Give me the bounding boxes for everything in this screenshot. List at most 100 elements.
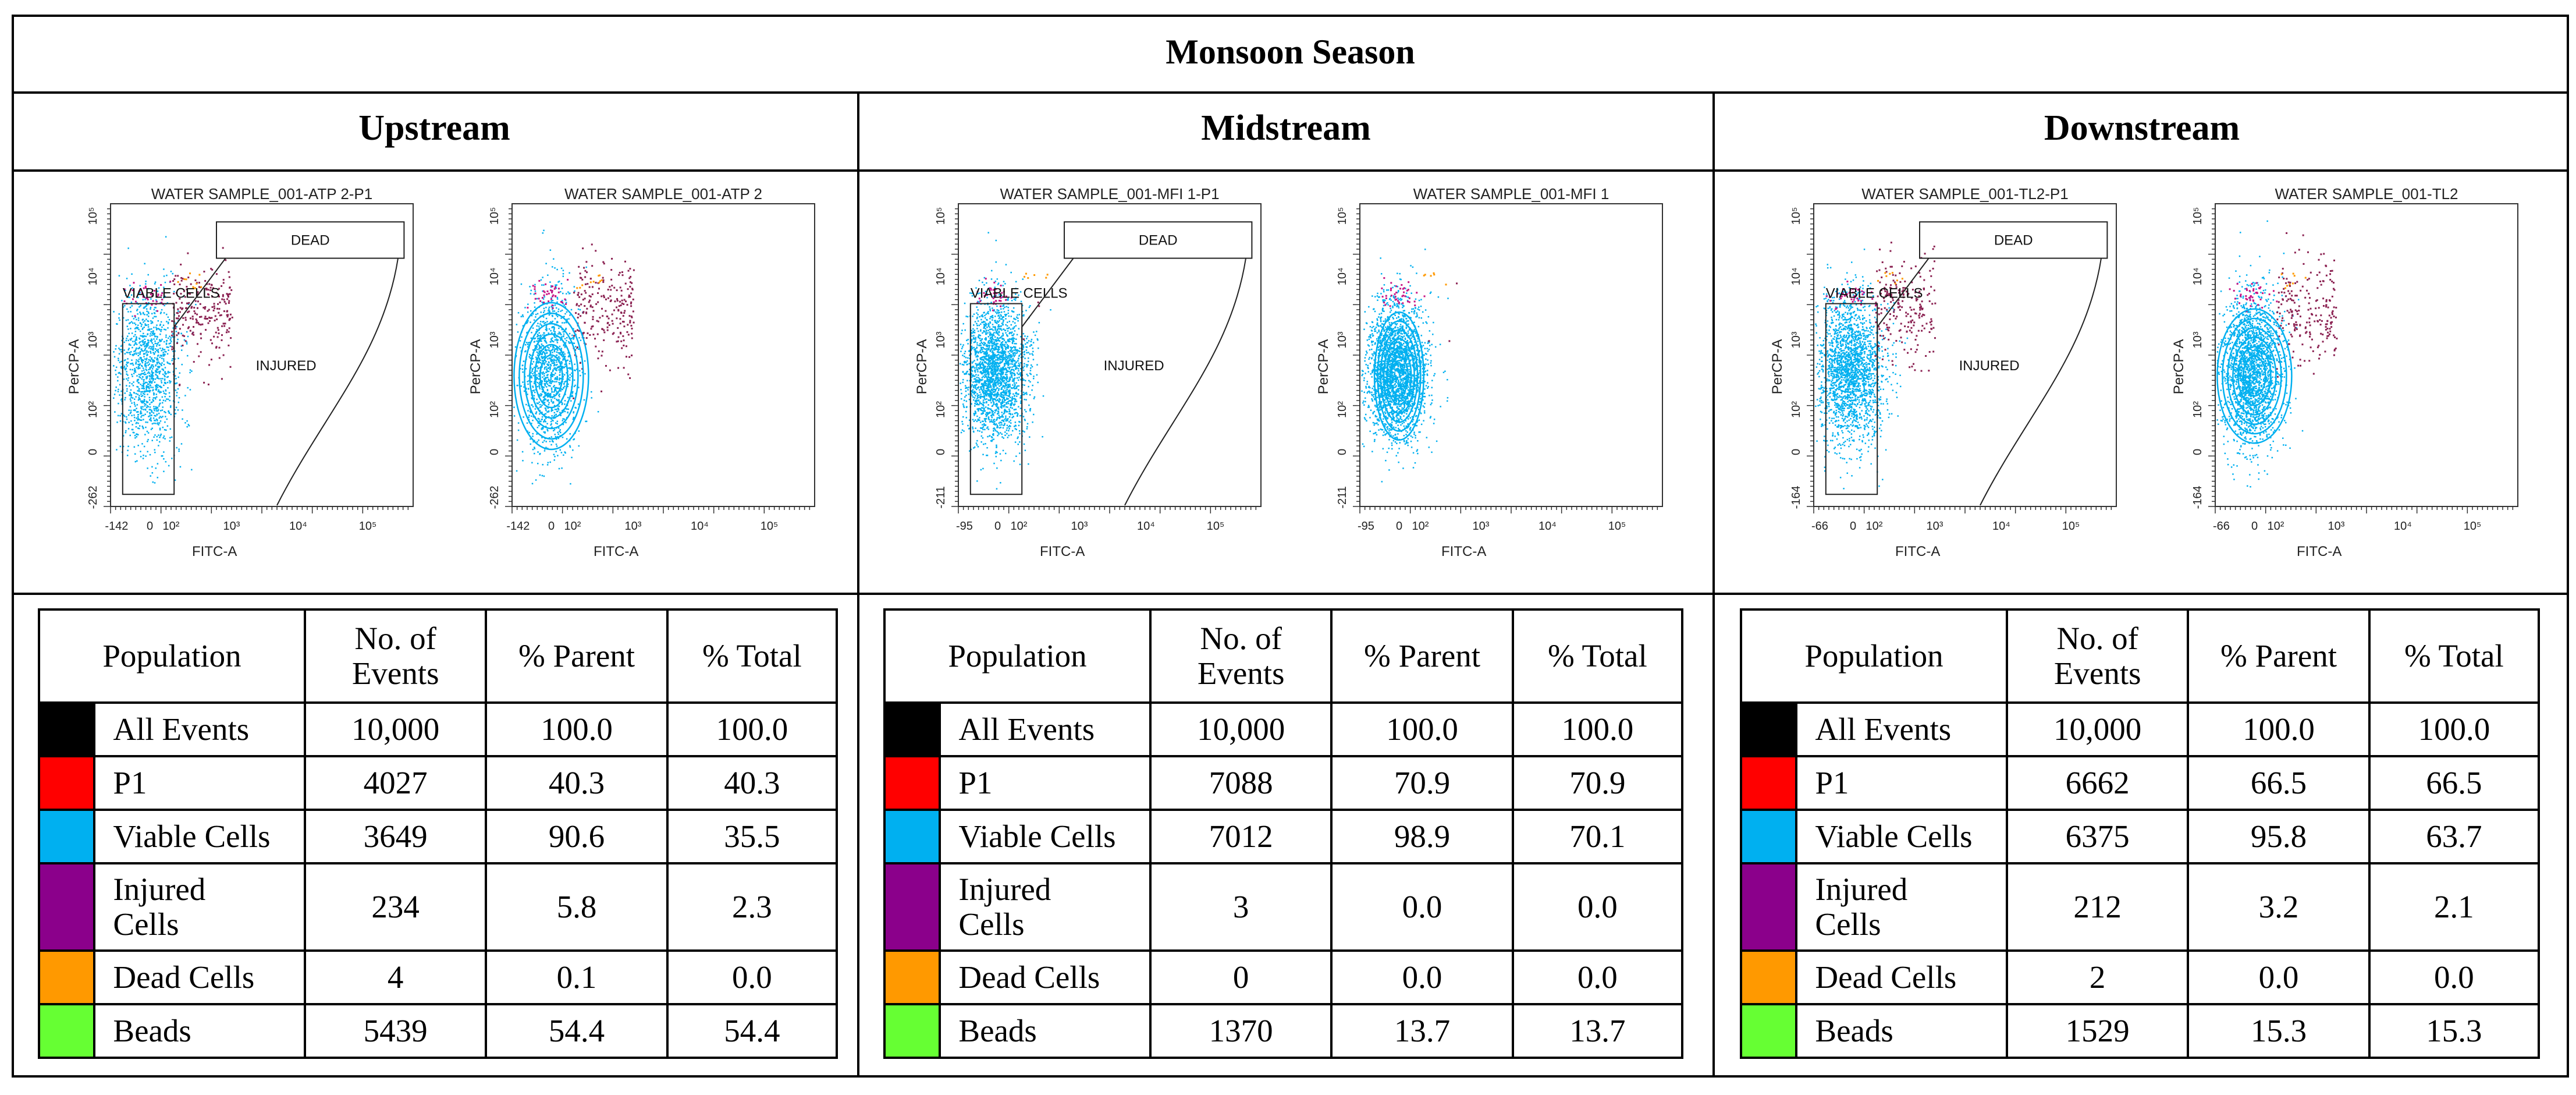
parent-cell: 0.1 <box>485 949 669 1005</box>
total-cell: 40.3 <box>666 755 838 811</box>
header-events-line2: Events <box>351 655 439 691</box>
header-population: Population <box>883 608 1152 704</box>
event-dots <box>960 232 1051 490</box>
events-cell: 6662 <box>2005 755 2190 811</box>
figure-title: Monsoon Season <box>1166 33 1415 71</box>
injured-gate-label: INJURED <box>256 358 317 374</box>
x-tick-label: 0 <box>1850 520 1856 533</box>
x-axis-label: FITC-A <box>192 544 237 559</box>
x-tick-label: 10⁵ <box>2062 520 2080 533</box>
y-tick-label: 10² <box>1336 401 1349 418</box>
gated-dot-plot-upstream: WATER SAMPLE_001-ATP 2-P1 FITC-A PerCP-A -1… <box>64 185 425 576</box>
parent-cell: 40.3 <box>485 755 669 811</box>
parent-cell: 0.0 <box>1330 949 1514 1005</box>
x-tick-label: 10² <box>1866 520 1883 533</box>
y-tick-label: -164 <box>1790 486 1803 509</box>
header-divider <box>12 169 2569 172</box>
x-tick-label: 10³ <box>625 520 642 533</box>
population-color-swatch <box>1739 862 1798 952</box>
x-tick-label: 10³ <box>1473 520 1490 533</box>
viable-gate <box>969 303 1023 495</box>
table-row: All Events 10,000 100.0 100.0 <box>883 701 1684 757</box>
population-name: Viable Cells <box>93 809 306 864</box>
header-parent: % Parent <box>2187 608 2371 704</box>
dead-gate <box>216 221 405 259</box>
figure-frame <box>12 15 2569 1078</box>
total-cell: 63.7 <box>2368 809 2541 864</box>
population-color-swatch <box>37 1003 96 1059</box>
parent-cell: 0.0 <box>2187 949 2371 1005</box>
header-events-line1: No. of <box>1200 620 1282 656</box>
x-tick-label: 10⁴ <box>1992 520 2010 533</box>
population-name: Dead Cells <box>939 949 1152 1005</box>
column-heading-downstream: Downstream <box>2044 108 2240 148</box>
population-name: Injured Cells <box>1795 862 2008 952</box>
parent-cell: 0.0 <box>1330 862 1514 952</box>
total-cell: 13.7 <box>1511 1003 1684 1059</box>
y-tick-label: 10³ <box>2191 331 2204 348</box>
population-name: Viable Cells <box>1795 809 2008 864</box>
table-row: All Events 10,000 100.0 100.0 <box>37 701 838 757</box>
parent-cell: 98.9 <box>1330 809 1514 864</box>
total-cell: 54.4 <box>666 1003 838 1059</box>
title-divider <box>12 91 2569 94</box>
plot-title: WATER SAMPLE_001-TL2-P1 <box>1861 185 2068 203</box>
x-tick-label: 10² <box>1412 520 1429 533</box>
y-tick-label: 10² <box>935 401 947 418</box>
y-tick-label: 10³ <box>935 331 947 348</box>
total-cell: 70.1 <box>1511 809 1684 864</box>
y-tick-label: 10² <box>87 401 100 418</box>
header-events: No. of Events <box>303 608 488 704</box>
population-name: Dead Cells <box>1795 949 2008 1005</box>
y-axis-label: PerCP-A <box>2171 339 2187 395</box>
injured-gate <box>173 258 399 506</box>
x-tick-label: 10⁵ <box>1608 520 1626 533</box>
population-color-swatch <box>883 809 941 864</box>
population-name: All Events <box>939 701 1152 757</box>
events-cell: 4027 <box>303 755 488 811</box>
parent-cell: 15.3 <box>2187 1003 2371 1059</box>
table-row: P1 6662 66.5 66.5 <box>1739 755 2541 811</box>
y-tick-label: 10⁵ <box>935 207 947 225</box>
x-tick-label: 10⁴ <box>1539 520 1557 533</box>
y-tick-label: 10² <box>2191 401 2204 418</box>
y-tick-label: 10⁴ <box>1790 267 1803 285</box>
table-row: P1 4027 40.3 40.3 <box>37 755 838 811</box>
total-cell: 2.1 <box>2368 862 2541 952</box>
events-cell: 1370 <box>1149 1003 1333 1059</box>
plot-title: WATER SAMPLE_001-MFI 1-P1 <box>1000 185 1219 203</box>
y-tick-label: -262 <box>87 486 100 509</box>
x-tick-label: 10² <box>1011 520 1028 533</box>
x-axis-label: FITC-A <box>1895 544 1940 559</box>
stats-table-upstream: Population No. of Events% Parent% Total All… <box>37 608 838 1059</box>
table-row: Injured Cells 234 5.8 2.3 <box>37 862 838 952</box>
population-name: Injured Cells <box>93 862 306 952</box>
x-tick-label: 10⁴ <box>2394 520 2412 533</box>
population-color-swatch <box>37 862 96 952</box>
table-row: Viable Cells 3649 90.6 35.5 <box>37 809 838 864</box>
y-tick-label: 10³ <box>1336 331 1349 348</box>
table-row: Beads 5439 54.4 54.4 <box>37 1003 838 1059</box>
density-contours <box>2216 308 2293 444</box>
stats-table-downstream: Population No. of Events% Parent% Total All… <box>1739 608 2541 1059</box>
injured-gate <box>1021 258 1246 506</box>
contour-plot-midstream: WATER SAMPLE_001-MFI 1 FITC-A PerCP-A -95 0 1… <box>1313 185 1674 576</box>
plots-divider <box>12 593 2569 595</box>
x-tick-label: 10³ <box>1071 520 1088 533</box>
column-heading-upstream: Upstream <box>358 108 510 148</box>
event-dots <box>1815 242 1937 490</box>
table-row: All Events 10,000 100.0 100.0 <box>1739 701 2541 757</box>
injured-gate-label: INJURED <box>1959 358 2020 374</box>
x-tick-label: 0 <box>1396 520 1402 533</box>
header-parent: % Parent <box>1330 608 1514 704</box>
events-cell: 10,000 <box>2005 701 2190 757</box>
y-tick-label: 10⁵ <box>488 207 501 225</box>
x-tick-label: 10² <box>163 520 180 533</box>
y-tick-label: -262 <box>488 486 501 509</box>
dead-gate <box>1919 221 2108 259</box>
x-tick-label: 10³ <box>2328 520 2345 533</box>
table-row: P1 7088 70.9 70.9 <box>883 755 1684 811</box>
x-tick-label: 0 <box>548 520 555 533</box>
population-name: Viable Cells <box>939 809 1152 864</box>
total-cell: 100.0 <box>666 701 838 757</box>
